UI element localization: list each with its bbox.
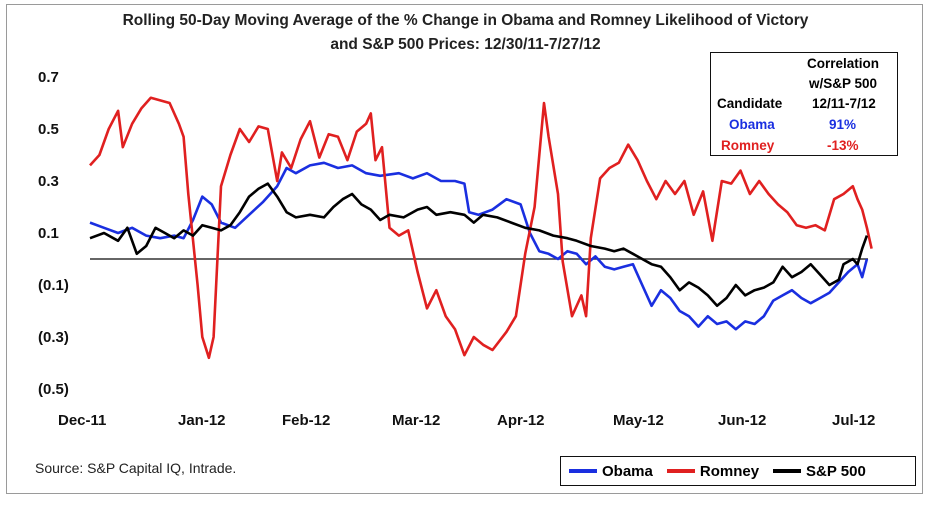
y-tick-label: 0.5 <box>38 121 59 138</box>
x-tick-label: Jul-12 <box>832 412 875 429</box>
y-tick-label: 0.7 <box>38 69 59 86</box>
y-tick-label: 0.3 <box>38 173 59 190</box>
legend-label-romney: Romney <box>699 462 760 480</box>
x-tick-label: Jan-12 <box>178 412 226 429</box>
legend-swatch-sp500 <box>773 469 802 473</box>
series-line-s-p-500 <box>89 182 869 308</box>
correlation-row-obama-name: Obama <box>729 117 775 132</box>
x-tick-label: May-12 <box>613 412 664 429</box>
x-tick-label: Jun-12 <box>718 412 766 429</box>
correlation-header-line2: w/S&P 500 <box>809 76 878 91</box>
correlation-row-obama-value: 91% <box>829 117 857 132</box>
x-tick-label: Apr-12 <box>497 412 545 429</box>
y-tick-label: 0.1 <box>38 225 59 242</box>
correlation-candidate-label: Candidate <box>717 96 783 111</box>
legend-item-romney: Romney <box>666 462 760 480</box>
correlation-period-label: 12/11-7/12 <box>812 96 876 111</box>
correlation-box: Correlation w/S&P 500 Candidate 12/11-7/… <box>710 52 898 156</box>
correlation-row-romney-name: Romney <box>721 138 775 153</box>
chart-title-line2: and S&P 500 Prices: 12/30/11-7/27/12 <box>330 36 601 53</box>
series-line-romney <box>89 96 873 360</box>
source-note: Source: S&P Capital IQ, Intrade. <box>35 460 237 476</box>
y-tick-label: (0.3) <box>38 329 69 346</box>
y-tick-label: (0.1) <box>38 277 69 294</box>
correlation-row-romney-value: -13% <box>827 138 859 153</box>
legend: Obama Romney S&P 500 <box>560 456 916 486</box>
legend-label-sp500: S&P 500 <box>806 462 866 480</box>
chart-title-line1: Rolling 50-Day Moving Average of the % C… <box>122 12 809 29</box>
legend-swatch-obama <box>569 469 597 473</box>
series-line-obama <box>89 161 869 331</box>
legend-item-sp500: S&P 500 <box>773 463 866 480</box>
x-tick-label: Mar-12 <box>392 412 440 429</box>
legend-label-obama: Obama <box>602 462 653 480</box>
y-tick-label: (0.5) <box>38 381 69 398</box>
x-tick-label: Dec-11 <box>58 412 106 429</box>
correlation-header-line1: Correlation <box>807 56 880 71</box>
legend-item-obama: Obama <box>569 463 653 480</box>
x-tick-label: Feb-12 <box>282 412 330 429</box>
legend-swatch-romney <box>666 469 695 473</box>
